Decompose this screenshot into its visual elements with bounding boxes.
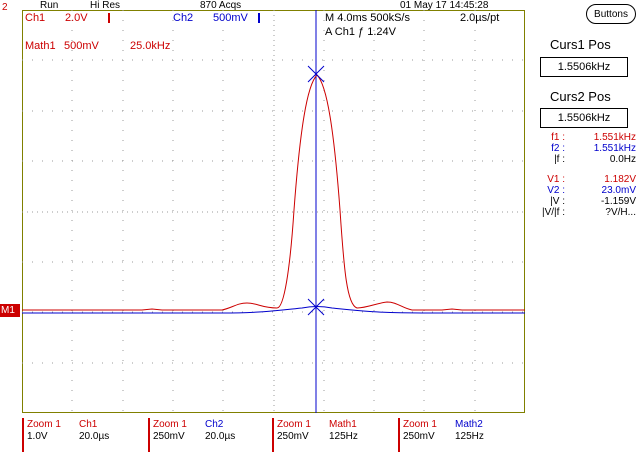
zoom-scale: 250mV — [153, 431, 185, 442]
measurement-value: ?V/H... — [605, 207, 636, 218]
cursor2-marker — [307, 298, 325, 316]
measurement-value: -1.159V — [600, 196, 636, 207]
zoom-readout[interactable]: Zoom 1 1.0V Ch1 20.0µs — [22, 418, 146, 452]
zoom-source: Ch2 — [205, 419, 224, 430]
measurement-label: |V : — [550, 196, 565, 207]
zoom-readout[interactable]: Zoom 1 250mV Math1 125Hz — [272, 418, 396, 452]
ch1-marker-bar — [108, 13, 110, 23]
zoom-source: Ch1 — [79, 419, 98, 430]
zoom-scale: 1.0V — [27, 431, 48, 442]
ch2-scale: 500mV — [213, 12, 248, 24]
math1-ground-marker[interactable]: M1 — [0, 304, 20, 317]
zoom-label: Zoom 1 — [27, 419, 61, 430]
measurement-label: |V/|f : — [542, 207, 565, 218]
trigger-position-marker: 2 — [2, 2, 8, 13]
measurement-label: f2 : — [551, 143, 565, 154]
timebase-readout: M 4.0ms 500kS/s — [325, 12, 410, 24]
zoom-label: Zoom 1 — [153, 419, 187, 430]
trigger-readout: A Ch1 ƒ 1.24V — [325, 26, 396, 38]
buttons-button[interactable]: Buttons — [586, 4, 636, 24]
zoom-scale: 250mV — [277, 431, 309, 442]
ch1-label[interactable]: Ch1 — [25, 12, 46, 24]
sample-rate: 2.0µs/pt — [460, 12, 500, 24]
math1-scale: 500mV — [64, 40, 99, 52]
zoom-timebase: 125Hz — [329, 431, 358, 442]
measurement-value: 1.551kHz — [593, 143, 636, 154]
zoom-source: Math2 — [455, 419, 483, 430]
measurement-label: |f : — [554, 154, 565, 165]
cursor2-position-title: Curs2 Pos — [550, 89, 611, 104]
measurement-label: f1 : — [551, 132, 565, 143]
zoom-label: Zoom 1 — [277, 419, 311, 430]
grid — [22, 10, 525, 413]
zoom-source: Math1 — [329, 419, 357, 430]
measurement-label: V1 : — [547, 174, 565, 185]
zoom-readout[interactable]: Zoom 1 250mV Math2 125Hz — [398, 418, 522, 452]
measurement-value: 1.182V — [604, 174, 636, 185]
measurement-value: 23.0mV — [601, 185, 636, 196]
zoom-scale: 250mV — [403, 431, 435, 442]
ch2-marker-bar — [258, 13, 260, 23]
zoom-label: Zoom 1 — [403, 419, 437, 430]
ch1-scale: 2.0V — [65, 12, 88, 24]
math1-label[interactable]: Math1 — [25, 40, 56, 52]
run-status: Run — [40, 0, 59, 11]
waveform-display — [22, 10, 525, 413]
zoom-readout[interactable]: Zoom 1 250mV Ch2 20.0µs — [148, 418, 272, 452]
measurement-label: V2 : — [547, 185, 565, 196]
zoom-timebase: 125Hz — [455, 431, 484, 442]
cursor1-position-title: Curs1 Pos — [550, 37, 611, 52]
cursor1-marker — [307, 65, 325, 83]
zoom-timebase: 20.0µs — [205, 431, 236, 442]
measurement-value: 1.551kHz — [593, 132, 636, 143]
acquisition-mode: Hi Res — [90, 0, 121, 11]
acquisition-count: 870 Acqs — [200, 0, 242, 11]
date-time: 01 May 17 14:45:28 — [400, 0, 489, 11]
cursor2-position-field[interactable]: 1.5506kHz — [540, 108, 628, 128]
measurement-value: 0.0Hz — [609, 154, 636, 165]
ch2-label[interactable]: Ch2 — [173, 12, 194, 24]
ch2-trace — [22, 306, 525, 314]
math1-frequency: 25.0kHz — [130, 40, 171, 52]
cursor1-position-field[interactable]: 1.5506kHz — [540, 57, 628, 77]
zoom-timebase: 20.0µs — [79, 431, 110, 442]
